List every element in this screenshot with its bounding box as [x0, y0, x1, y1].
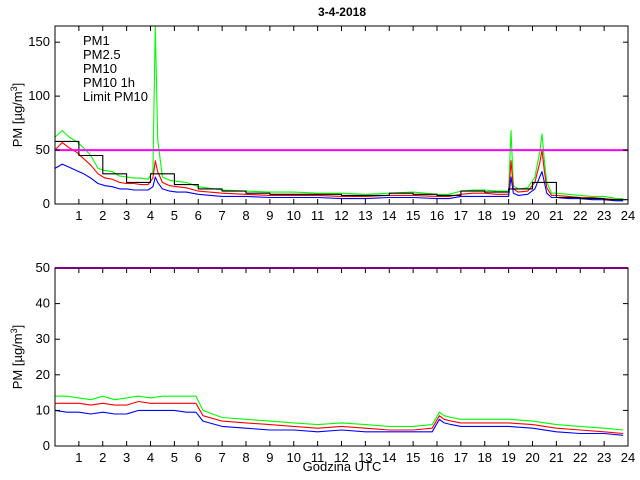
- bottom-xtick-label: 20: [525, 450, 539, 465]
- top-xtick-label: 23: [597, 208, 611, 223]
- top-xtick-label: 11: [311, 208, 325, 223]
- top-y-axis-label: PM [µg/m3]: [9, 83, 25, 148]
- bottom-xtick-label: 16: [430, 450, 444, 465]
- top-xtick-label: 17: [454, 208, 468, 223]
- bottom-xtick-label: 9: [266, 450, 273, 465]
- bottom-ytick-label: 0: [43, 438, 50, 453]
- bottom-xtick-label: 23: [597, 450, 611, 465]
- top-xtick-label: 14: [382, 208, 396, 223]
- top-series-pm10-1h: [55, 140, 628, 201]
- bottom-xtick-label: 3: [123, 450, 130, 465]
- top-xtick-label: 18: [478, 208, 492, 223]
- bottom-xtick-label: 15: [406, 450, 420, 465]
- legend-entry-pm2-5: PM2.5: [83, 47, 121, 62]
- top-xtick-label: 24: [621, 208, 635, 223]
- bottom-ytick-label: 30: [36, 331, 50, 346]
- bottom-xtick-label: 12: [334, 450, 348, 465]
- top-series-layer: [54, 25, 628, 202]
- top-xtick-label: 5: [171, 208, 178, 223]
- bottom-xtick-label: 5: [171, 450, 178, 465]
- bottom-xtick-label: 7: [219, 450, 226, 465]
- bottom-ytick-label: 10: [36, 402, 50, 417]
- legend-entry-pm10: PM10: [83, 61, 117, 76]
- bottom-xtick-label: 21: [549, 450, 563, 465]
- top-xtick-label: 15: [406, 208, 420, 223]
- bottom-xtick-label: 22: [573, 450, 587, 465]
- bottom-xtick-label: 1: [75, 450, 82, 465]
- bottom-xtick-label: 18: [478, 450, 492, 465]
- bottom-xtick-label: 19: [501, 450, 515, 465]
- top-xtick-label: 22: [573, 208, 587, 223]
- top-xtick-label: 20: [525, 208, 539, 223]
- top-xtick-label: 6: [195, 208, 202, 223]
- bottom-ytick-label: 40: [36, 296, 50, 311]
- top-xtick-label: 19: [501, 208, 515, 223]
- bottom-y-axis-label: PM [µg/m3]: [9, 325, 25, 390]
- bottom-xtick-label: 14: [382, 450, 396, 465]
- bottom-series-pm1: [54, 409, 624, 436]
- legend-entry-pm10-1h: PM10 1h: [83, 75, 135, 90]
- top-xtick-label: 13: [358, 208, 372, 223]
- bottom-xtick-label: 17: [454, 450, 468, 465]
- bottom-ytick-label: 20: [36, 367, 50, 382]
- top-xtick-label: 1: [75, 208, 82, 223]
- bottom-xtick-label: 13: [358, 450, 372, 465]
- top-xtick-label: 16: [430, 208, 444, 223]
- top-xtick-label: 9: [266, 208, 273, 223]
- top-xtick-label: 2: [99, 208, 106, 223]
- top-ytick-label: 150: [28, 34, 50, 49]
- bottom-xtick-label: 4: [147, 450, 154, 465]
- chart-title: 3-4-2018: [318, 5, 366, 19]
- top-xtick-label: 10: [287, 208, 301, 223]
- x-axis-label: Godzina UTC: [303, 459, 382, 474]
- bottom-xtick-label: 6: [195, 450, 202, 465]
- top-ytick-label: 100: [28, 88, 50, 103]
- top-xtick-label: 8: [242, 208, 249, 223]
- legend-entry-pm1: PM1: [83, 33, 110, 48]
- bottom-xtick-label: 11: [311, 450, 325, 465]
- bottom-series-pm2-5: [55, 400, 624, 435]
- bottom-series-pm10: [55, 395, 624, 431]
- bottom-ytick-label: 50: [36, 260, 50, 275]
- top-xtick-label: 7: [219, 208, 226, 223]
- legend-entry-limit-pm10: Limit PM10: [83, 89, 148, 104]
- bottom-xtick-label: 8: [242, 450, 249, 465]
- top-xtick-label: 12: [334, 208, 348, 223]
- bottom-xtick-label: 10: [287, 450, 301, 465]
- bottom-axes-box: [54, 267, 629, 447]
- top-xtick-label: 3: [123, 208, 130, 223]
- bottom-xtick-label: 24: [621, 450, 635, 465]
- top-series-pm2-5: [54, 141, 624, 201]
- top-xtick-label: 21: [549, 208, 563, 223]
- top-series-pm10: [54, 25, 624, 200]
- top-ytick-label: 50: [36, 142, 50, 157]
- top-axes-box: [54, 25, 629, 205]
- bottom-xtick-label: 2: [99, 450, 106, 465]
- top-xtick-label: 4: [147, 208, 154, 223]
- bottom-series-layer: [54, 267, 628, 436]
- top-ytick-label: 0: [43, 196, 50, 211]
